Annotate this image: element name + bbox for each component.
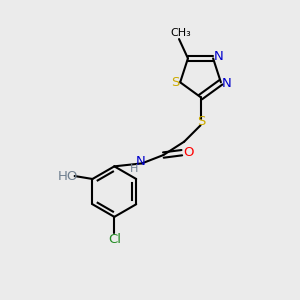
Text: Cl: Cl bbox=[108, 233, 121, 246]
Text: N: N bbox=[214, 50, 224, 63]
Text: O: O bbox=[183, 146, 194, 159]
Text: S: S bbox=[171, 76, 179, 89]
Text: CH₃: CH₃ bbox=[170, 28, 191, 38]
Text: H: H bbox=[130, 164, 138, 174]
Text: N: N bbox=[222, 77, 232, 90]
Text: S: S bbox=[197, 115, 205, 128]
Text: N: N bbox=[136, 155, 146, 168]
Text: HO: HO bbox=[58, 169, 78, 182]
